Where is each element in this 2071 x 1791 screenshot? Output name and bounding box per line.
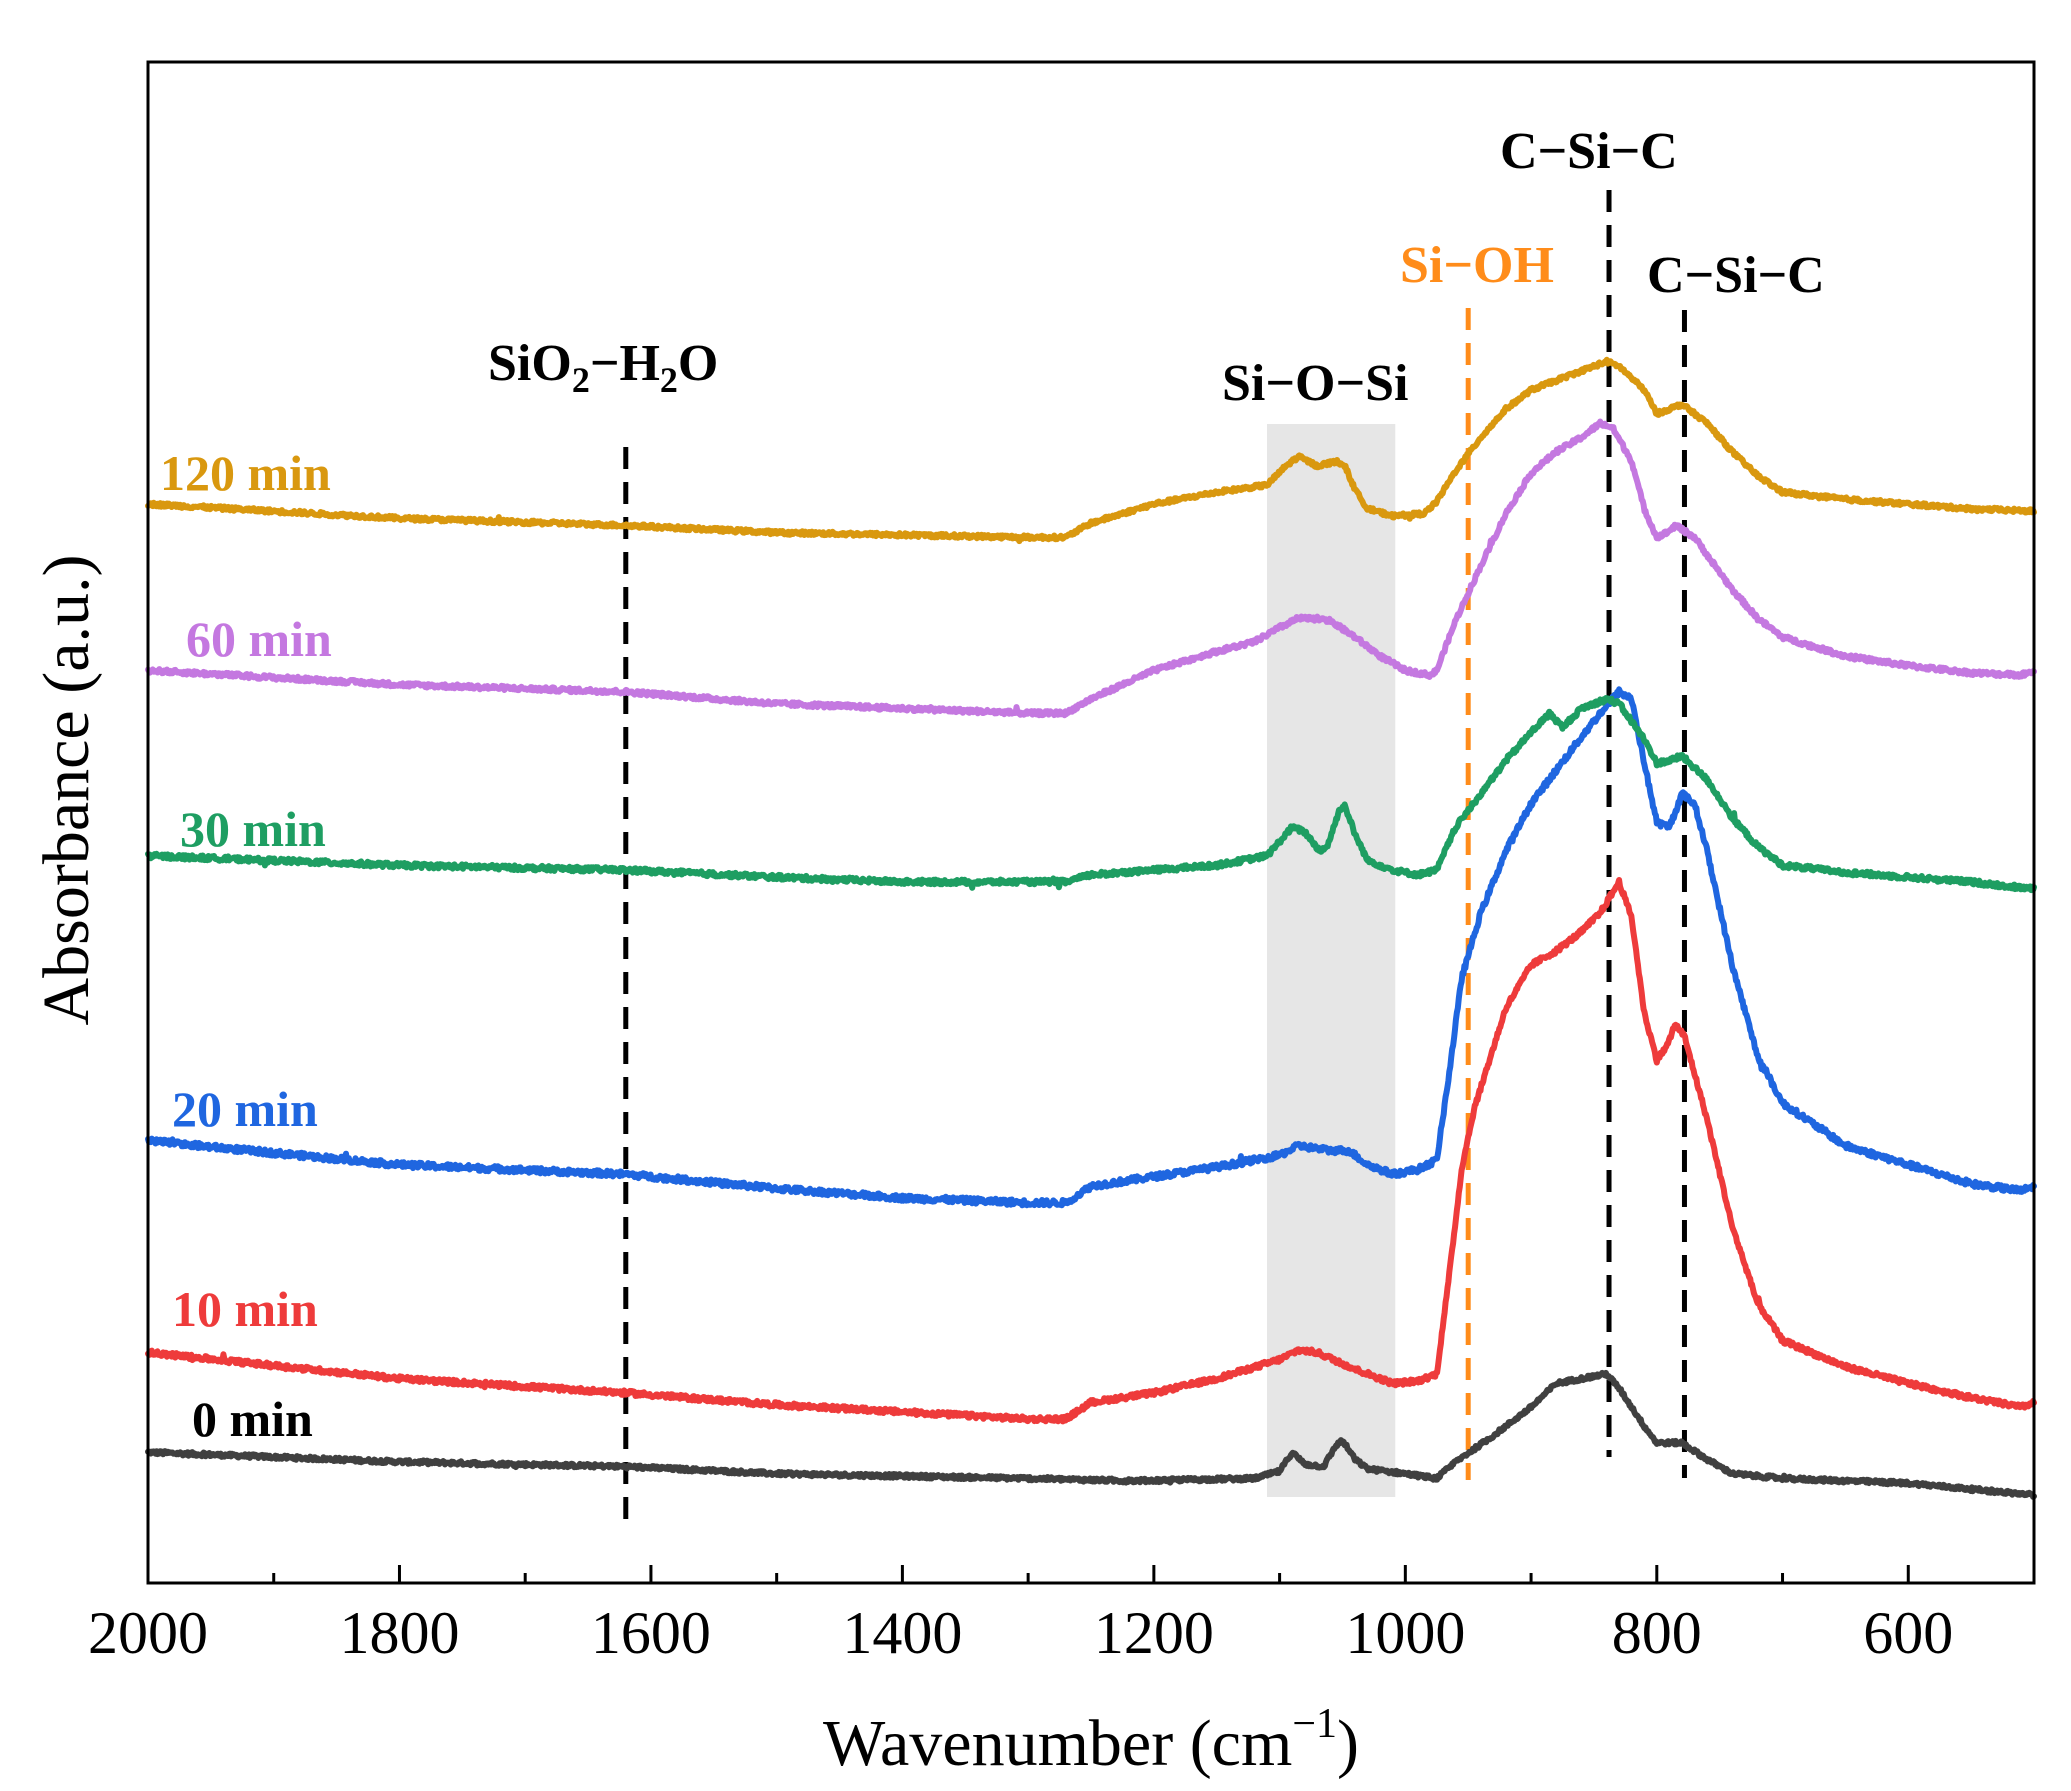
x-axis-title-main: Wavenumber (cm xyxy=(823,1707,1292,1780)
x-tick-label: 1800 xyxy=(339,1600,459,1666)
x-axis-ticks: 2000 1800 1600 1400 1200 1000 800 600 xyxy=(88,1565,1953,1666)
spectra-group xyxy=(145,356,2037,1500)
spectrum-line-30-min xyxy=(145,695,2037,894)
spectrum-line-60-min xyxy=(145,418,2037,719)
x-axis-title-superscript: −1 xyxy=(1292,1701,1337,1747)
reference-lines xyxy=(623,190,1687,1525)
series-labels: 0 min 10 min 20 min 30 min 60 min 120 min xyxy=(160,445,332,1447)
spectrum-line-0-min xyxy=(145,1369,2037,1500)
x-tick-label: 1200 xyxy=(1094,1600,1214,1666)
x-tick-label: 2000 xyxy=(88,1600,208,1666)
x-tick-label: 800 xyxy=(1612,1600,1702,1666)
annotation-3: C−Si−C xyxy=(1500,123,1678,180)
series-label-0-min: 0 min xyxy=(192,1391,313,1447)
si-o-si-band xyxy=(1267,424,1396,1497)
x-tick-label: 1400 xyxy=(842,1600,962,1666)
spectrum-line-20-min xyxy=(145,686,2037,1209)
annotation-4: C−Si−C xyxy=(1647,247,1825,304)
series-label-30-min: 30 min xyxy=(180,801,326,857)
spectrum-line-10-min xyxy=(145,877,2037,1425)
band-annotations: SiO2−H2O Si−O−Si Si−OH C−Si−C C−Si−C xyxy=(488,123,1825,412)
annotation-2: Si−OH xyxy=(1400,237,1554,294)
x-tick-label: 1000 xyxy=(1345,1600,1465,1666)
si-o-si-shaded-band xyxy=(1267,424,1396,1497)
x-tick-label: 600 xyxy=(1863,1600,1953,1666)
series-label-120-min: 120 min xyxy=(160,445,331,501)
plot-frame xyxy=(146,60,2036,1585)
x-tick-label: 1600 xyxy=(591,1600,711,1666)
x-axis-title: Wavenumber (cm−1) xyxy=(823,1701,1359,1780)
series-label-10-min: 10 min xyxy=(172,1281,318,1337)
annotation-sio2-h2o: SiO2−H2O xyxy=(488,335,718,400)
series-label-20-min: 20 min xyxy=(172,1081,318,1137)
spectrum-line-120-min xyxy=(145,356,2037,545)
y-axis-title: Absorbance (a.u.) xyxy=(30,555,103,1026)
annotation-1: Si−O−Si xyxy=(1222,355,1408,412)
x-axis-title-close: ) xyxy=(1337,1707,1359,1780)
series-label-60-min: 60 min xyxy=(186,611,332,667)
